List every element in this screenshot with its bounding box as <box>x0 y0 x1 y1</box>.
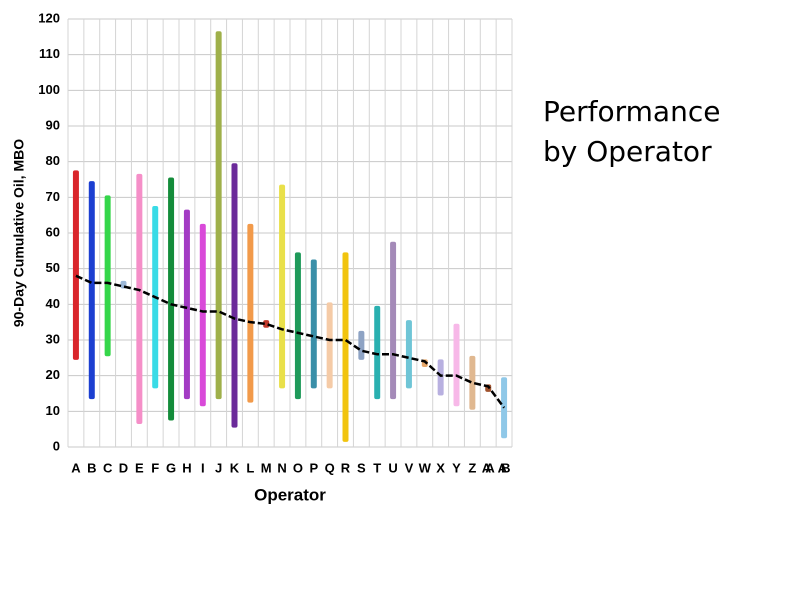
x-tick-label: U <box>388 460 397 475</box>
x-tick-label: H <box>182 460 191 475</box>
x-tick-label: P <box>309 460 318 475</box>
x-tick-label: W <box>419 460 432 475</box>
y-tick-label: 80 <box>46 153 60 168</box>
x-tick-label: Q <box>325 460 335 475</box>
range-bar <box>294 252 301 400</box>
range-bar <box>183 209 190 400</box>
range-bar <box>469 355 476 410</box>
range-bar <box>215 31 222 400</box>
x-tick-label: B <box>87 460 96 475</box>
y-tick-label: 40 <box>46 296 60 311</box>
range-bar <box>263 320 270 328</box>
y-tick-label: 100 <box>38 82 60 97</box>
x-tick-label: O <box>293 460 303 475</box>
x-tick-label: V <box>405 460 414 475</box>
range-bar <box>247 223 254 403</box>
y-tick-label: 30 <box>46 331 60 346</box>
x-tick-label: K <box>230 460 240 475</box>
y-tick-label: 110 <box>39 46 60 61</box>
range-bar <box>453 323 460 407</box>
x-tick-label: R <box>341 460 351 475</box>
y-tick-label: 70 <box>46 189 60 204</box>
range-bar <box>88 181 95 400</box>
x-tick-label: S <box>357 460 366 475</box>
range-bar <box>326 302 333 389</box>
x-tick-label: AA <box>482 460 496 475</box>
chart: 90-Day Cumulative Oil, MBO Operator 0 10 2… <box>11 10 513 504</box>
range-bar <box>374 305 381 400</box>
y-tick-label: 60 <box>46 224 60 239</box>
range-bar <box>168 177 175 421</box>
y-tick-label: 20 <box>46 367 60 382</box>
y-tick-label: 10 <box>46 403 60 418</box>
x-axis-label: Operator <box>254 485 326 504</box>
x-tick-label: C <box>103 460 113 475</box>
y-tick-label: 90 <box>46 117 60 132</box>
range-bar <box>199 223 206 407</box>
x-tick-label: F <box>151 460 159 475</box>
x-tick-label: Y <box>452 460 461 475</box>
range-bar <box>437 359 444 396</box>
side-title: Performance by Operator <box>543 95 721 168</box>
range-bar <box>358 330 365 360</box>
range-bar <box>279 184 286 389</box>
x-tick-label: Z <box>468 460 476 475</box>
x-tick-label: T <box>373 460 381 475</box>
range-bar <box>390 241 397 400</box>
x-tick-label: I <box>201 460 205 475</box>
x-tick-label: X <box>436 460 445 475</box>
y-tick-label: 50 <box>46 260 60 275</box>
x-tick-label: M <box>261 460 272 475</box>
y-axis-label: 90-Day Cumulative Oil, MBO <box>11 139 27 327</box>
range-bar <box>136 173 143 425</box>
range-bar <box>104 195 111 357</box>
x-tick-label: L <box>246 460 254 475</box>
range-bar <box>310 259 317 389</box>
x-tick-label: D <box>119 460 128 475</box>
range-bar <box>405 320 412 389</box>
range-bar <box>342 252 349 442</box>
mean-line <box>75 274 506 409</box>
x-tick-label: A <box>71 460 81 475</box>
x-tick-label: N <box>277 460 286 475</box>
x-tick-label: J <box>215 460 222 475</box>
x-tick-label: G <box>166 460 176 475</box>
range-bar <box>72 170 79 360</box>
y-tick-label: 0 <box>53 438 60 453</box>
x-tick-label: AB <box>498 460 511 475</box>
y-tick-label: 120 <box>38 10 60 25</box>
range-bar <box>231 163 238 428</box>
x-tick-label: E <box>135 460 144 475</box>
